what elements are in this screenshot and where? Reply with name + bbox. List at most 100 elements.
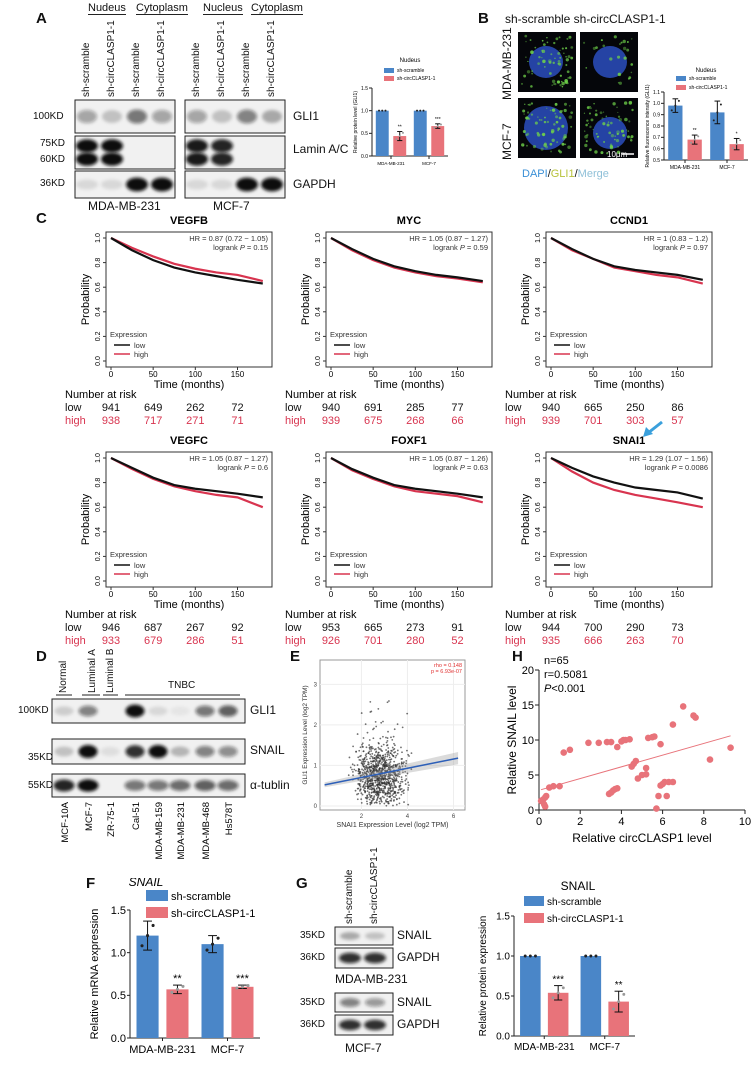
legend-label: high: [574, 570, 588, 579]
data-point: [397, 789, 400, 791]
data-point: [560, 749, 568, 756]
data-point: [364, 768, 367, 771]
data-point: [405, 759, 408, 762]
gli1-signal: [563, 134, 567, 138]
y-tick-label: 1.0: [95, 453, 102, 463]
protein-band: [170, 746, 190, 757]
gli1-signal: [557, 51, 561, 55]
p-label: P<0.001: [544, 683, 585, 695]
data-point: [383, 782, 386, 785]
x-tick-label: MDA-MB-231: [670, 165, 701, 171]
data-point: [361, 780, 364, 783]
y-tick-label: 0.4: [95, 307, 102, 317]
km-title: CCND1: [610, 215, 648, 227]
data-point: [235, 986, 239, 990]
data-point: [374, 761, 377, 763]
data-point: [376, 760, 378, 762]
data-point: [401, 757, 403, 760]
data-point: [371, 783, 374, 786]
protein-band: [53, 779, 75, 792]
panel-label-b: B: [478, 10, 489, 27]
y-tick-label: 1.0: [535, 453, 542, 463]
logrank-p: logrank P = 0.0086: [645, 463, 708, 472]
data-point: [372, 769, 375, 772]
data-point: [389, 777, 392, 780]
data-point: [371, 752, 374, 755]
data-point: [387, 779, 390, 782]
gli1-signal: [540, 118, 543, 122]
gli1-signal: [584, 130, 586, 132]
data-point: [364, 723, 367, 726]
x-tick-label: 4: [406, 814, 410, 820]
data-point: [348, 756, 351, 759]
data-point: [358, 749, 361, 752]
gli1-signal: [597, 135, 600, 138]
gli1-signal: [606, 152, 609, 155]
cell-line-label: MDA-MB-231: [88, 199, 161, 213]
x-tick-label: MCF-7: [422, 161, 436, 166]
data-point: [368, 776, 371, 779]
data-point: [377, 764, 380, 767]
protein-label: GLI1: [293, 109, 320, 123]
protein-label: GAPDH: [397, 1017, 440, 1031]
data-point: [364, 782, 366, 784]
legend-label: low: [134, 341, 146, 350]
bar-chart-a: Nudeus sh-scramble sh-circCLASP1-1 0.0 0.5 1.…: [353, 58, 448, 166]
gli1-signal: [544, 66, 546, 68]
protein-band: [76, 139, 98, 153]
gli1-signal: [553, 41, 556, 45]
marker-label: 36KD: [40, 178, 66, 189]
gli1-signal: [609, 57, 613, 61]
y-tick-label: 1.5: [496, 912, 510, 923]
x-tick-label: MDA-MB-231: [129, 1044, 196, 1056]
data-point: [383, 763, 386, 765]
x-tick-label: 0: [109, 370, 114, 379]
gli1-signal: [550, 53, 553, 56]
data-point: [367, 761, 370, 764]
gli1-signal: [558, 62, 562, 66]
gli1-signal: [586, 119, 589, 122]
protein-band: [365, 932, 385, 940]
data-point: [375, 771, 378, 773]
data-point: [363, 762, 366, 765]
protein-band: [102, 110, 122, 123]
legend-swatch: [146, 907, 168, 918]
data-point: [389, 786, 392, 789]
data-point: [364, 796, 367, 799]
data-point: [674, 104, 677, 107]
gli1-signal: [564, 143, 567, 146]
data-point: [352, 745, 354, 748]
data-point: [387, 787, 390, 790]
data-point: [398, 135, 401, 138]
y-tick-label: 0.2: [315, 331, 322, 341]
legend-label: sh-scramble: [171, 891, 231, 903]
data-point: [387, 751, 390, 754]
fraction-label: Cytoplasm: [251, 2, 303, 15]
y-axis-label: Probability: [520, 273, 532, 325]
risk-title: Number at risk: [65, 389, 137, 401]
data-point: [370, 782, 373, 785]
data-point: [380, 763, 383, 765]
data-point: [205, 948, 209, 952]
data-point: [360, 801, 363, 804]
y-tick-label: 0.4: [535, 527, 542, 537]
x-tick-label: 150: [231, 590, 245, 599]
gli1-signal: [622, 133, 625, 137]
data-point: [391, 786, 394, 789]
bar: [580, 956, 602, 1036]
y-tick-label: 1.5: [111, 905, 126, 917]
y-tick-label: 0.6: [535, 502, 542, 512]
gli1-signal: [616, 130, 620, 134]
bar-chart-g: SNAIL sh-scramble sh-circCLASP1-1 0.0 0.5 1.0…: [478, 879, 635, 1053]
risk-count: 939: [322, 415, 340, 427]
data-point: [386, 755, 389, 758]
plot-frame: [545, 231, 713, 368]
gli1-signal: [558, 116, 562, 120]
p-label: P: [671, 463, 676, 472]
logrank-p: logrank P = 0.6: [217, 463, 268, 472]
data-point: [146, 934, 150, 938]
data-point: [372, 759, 375, 762]
protein-band: [78, 705, 98, 717]
data-point: [384, 109, 387, 112]
logrank-label: logrank: [645, 463, 672, 472]
